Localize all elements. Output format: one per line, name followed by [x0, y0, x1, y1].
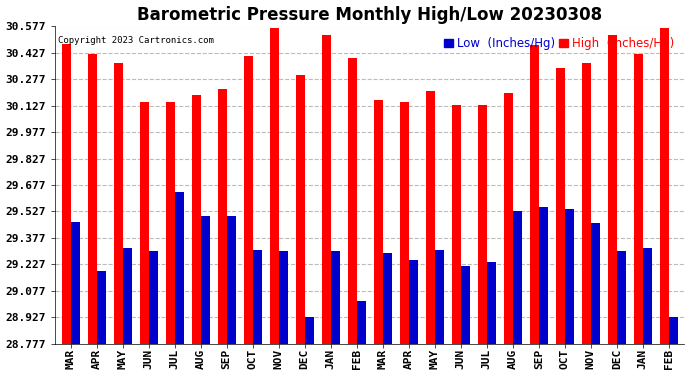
- Bar: [331, 252, 340, 344]
- Bar: [452, 105, 461, 344]
- Legend: Low  (Inches/Hg), High  (Inches/Hg): Low (Inches/Hg), High (Inches/Hg): [440, 32, 678, 55]
- Bar: [461, 266, 470, 344]
- Text: Copyright 2023 Cartronics.com: Copyright 2023 Cartronics.com: [58, 36, 214, 45]
- Bar: [504, 93, 513, 344]
- Bar: [217, 89, 227, 344]
- Bar: [322, 35, 331, 344]
- Bar: [123, 248, 132, 344]
- Title: Barometric Pressure Monthly High/Low 20230308: Barometric Pressure Monthly High/Low 202…: [137, 6, 602, 24]
- Bar: [70, 222, 80, 344]
- Bar: [530, 45, 539, 344]
- Bar: [426, 91, 435, 344]
- Bar: [633, 54, 643, 344]
- Bar: [582, 63, 591, 344]
- Bar: [357, 301, 366, 344]
- Bar: [97, 271, 106, 344]
- Bar: [305, 316, 314, 344]
- Bar: [253, 250, 262, 344]
- Bar: [555, 68, 565, 344]
- Bar: [244, 56, 253, 344]
- Bar: [88, 54, 97, 344]
- Bar: [513, 211, 522, 344]
- Bar: [374, 100, 383, 344]
- Bar: [270, 28, 279, 344]
- Bar: [669, 316, 678, 344]
- Bar: [400, 102, 408, 344]
- Bar: [166, 102, 175, 344]
- Bar: [383, 253, 392, 344]
- Bar: [114, 63, 123, 344]
- Bar: [608, 35, 617, 344]
- Bar: [617, 252, 626, 344]
- Bar: [201, 216, 210, 344]
- Bar: [565, 209, 574, 344]
- Bar: [295, 75, 305, 344]
- Bar: [486, 262, 496, 344]
- Bar: [660, 28, 669, 344]
- Bar: [175, 192, 184, 344]
- Bar: [149, 252, 158, 344]
- Bar: [643, 248, 652, 344]
- Bar: [227, 216, 236, 344]
- Bar: [477, 105, 486, 344]
- Bar: [591, 223, 600, 344]
- Bar: [192, 94, 201, 344]
- Bar: [348, 58, 357, 344]
- Bar: [279, 252, 288, 344]
- Bar: [435, 250, 444, 344]
- Bar: [539, 207, 548, 344]
- Bar: [61, 44, 70, 344]
- Bar: [408, 260, 418, 344]
- Bar: [139, 102, 149, 344]
